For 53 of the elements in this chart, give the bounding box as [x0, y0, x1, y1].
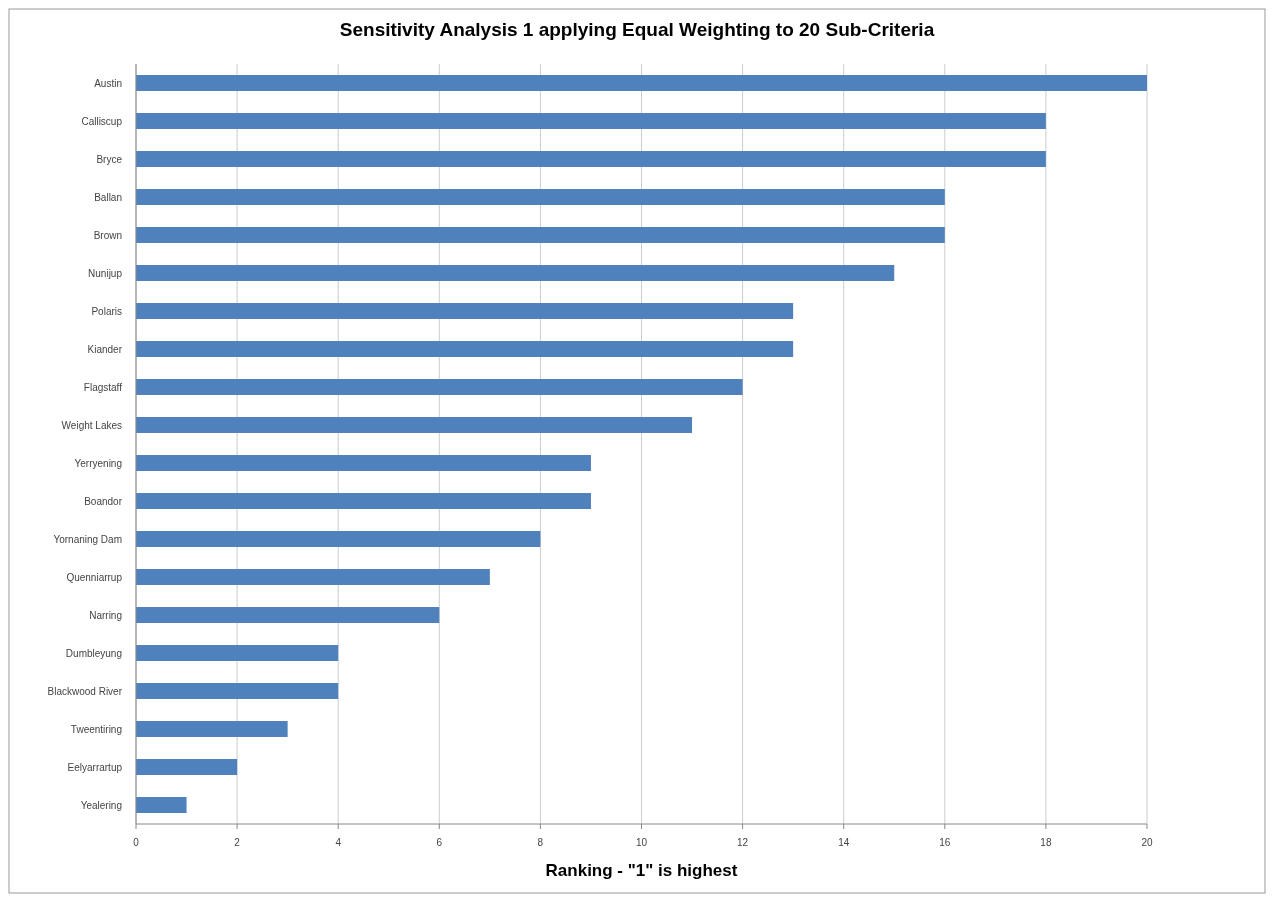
x-tick-label: 20	[1141, 837, 1153, 848]
y-tick-label: Brown	[93, 229, 122, 241]
bar	[136, 75, 1147, 91]
y-tick-label: Kiander	[87, 343, 123, 355]
y-tick-label: Yealering	[80, 799, 122, 811]
y-tick-label: Weight Lakes	[61, 419, 122, 431]
bar	[136, 113, 1046, 129]
x-tick-label: 6	[436, 837, 443, 848]
x-axis-title: Ranking - "1" is highest	[545, 861, 738, 880]
y-tick-label: Yornaning Dam	[53, 533, 122, 545]
bar	[136, 493, 591, 509]
y-tick-label: Bryce	[96, 153, 123, 165]
y-tick-label: Nunijup	[88, 267, 123, 279]
y-tick-label: Austin	[94, 77, 122, 89]
bar	[136, 759, 238, 775]
bar	[136, 379, 743, 395]
y-tick-label: Blackwood River	[47, 685, 123, 697]
y-tick-label: Eelyarrartup	[67, 761, 123, 773]
bar	[136, 607, 440, 623]
x-tick-label: 8	[537, 837, 544, 848]
y-tick-label: Yerryening	[74, 457, 122, 469]
bar	[136, 645, 339, 661]
x-tick-label: 12	[737, 837, 749, 848]
bar	[136, 341, 794, 357]
y-tick-label: Polaris	[91, 305, 122, 317]
y-tick-label: Quenniarrup	[66, 571, 123, 583]
y-tick-label: Ballan	[94, 191, 122, 203]
x-tick-label: 0	[133, 837, 140, 848]
bar	[136, 417, 693, 433]
x-tick-label: 18	[1040, 837, 1052, 848]
chart-title: Sensitivity Analysis 1 applying Equal Weighting to 20 Sub-Criteria	[339, 19, 935, 40]
y-tick-label: Tweentiring	[70, 723, 122, 735]
x-tick-label: 4	[335, 837, 342, 848]
y-tick-label: Boandor	[84, 495, 123, 507]
x-tick-label: 10	[635, 837, 648, 848]
x-tick-label: 2	[234, 837, 241, 848]
bar	[136, 151, 1046, 167]
x-tick-label: 16	[939, 837, 951, 848]
bar	[136, 721, 288, 737]
bar	[136, 531, 541, 547]
bar	[136, 455, 591, 471]
bar	[136, 683, 339, 699]
y-tick-label: Calliscup	[81, 115, 123, 127]
bar	[136, 569, 490, 585]
bar	[136, 189, 945, 205]
y-tick-label: Dumbleyung	[65, 647, 122, 659]
bar	[136, 227, 945, 243]
y-tick-label: Narring	[89, 609, 122, 621]
x-tick-label: 14	[838, 837, 850, 848]
y-tick-label: Flagstaff	[83, 381, 123, 393]
bar	[136, 265, 895, 281]
bar	[136, 797, 187, 813]
bar	[136, 303, 794, 319]
